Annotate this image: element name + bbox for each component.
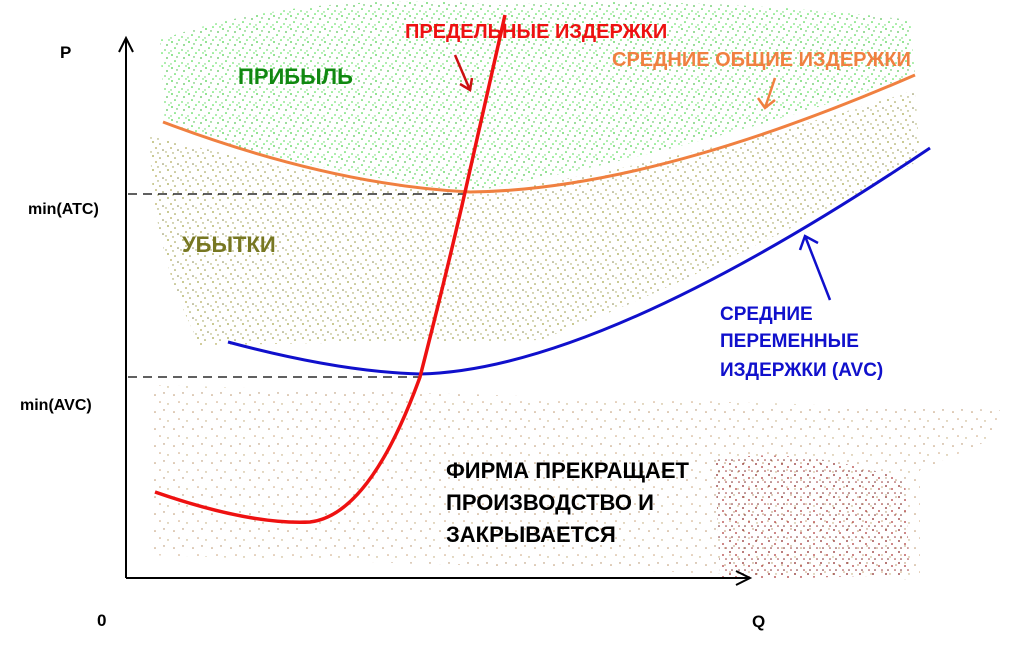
origin-label: 0 (97, 611, 106, 630)
pointer-arrows (453, 54, 832, 301)
loss-label: УБЫТКИ (182, 232, 276, 257)
atc-label: СРЕДНИЕ ОБЩИЕ ИЗДЕРЖКИ (612, 49, 911, 71)
mc-label: ПРЕДЕЛЬНЫЕ ИЗДЕРЖКИ (405, 21, 667, 43)
atc-pointer (756, 77, 777, 110)
avc-curve (227, 146, 931, 376)
avc-label: СРЕДНИЕ (720, 304, 813, 325)
avc-pointer (798, 234, 832, 301)
x-label: Q (752, 612, 765, 631)
speckle-regions (150, 1, 1000, 580)
shutdown-label: ПРОИЗВОДСТВО И (446, 490, 654, 515)
shutdown-label: ЗАКРЫВАЕТСЯ (446, 522, 616, 547)
y-arrow (118, 35, 134, 53)
mc-curve (154, 14, 507, 524)
shutdown-label: ФИРМА ПРЕКРАЩАЕТ (446, 458, 689, 483)
axes (118, 35, 753, 586)
profit-label: ПРИБЫЛЬ (238, 64, 353, 89)
y-label: P (60, 43, 71, 62)
avc-mark: min(AVC) (20, 397, 92, 414)
avc-label: ПЕРЕМЕННЫЕ (720, 331, 859, 352)
avc-label: ИЗДЕРЖКИ (AVC) (720, 360, 883, 381)
profit-area (160, 1, 915, 193)
mc-pointer (453, 54, 474, 93)
dark-area (715, 455, 910, 580)
x-arrow (735, 570, 753, 586)
atc-mark: min(ATC) (28, 201, 99, 218)
atc-curve (162, 73, 916, 194)
loss-area (150, 90, 920, 345)
